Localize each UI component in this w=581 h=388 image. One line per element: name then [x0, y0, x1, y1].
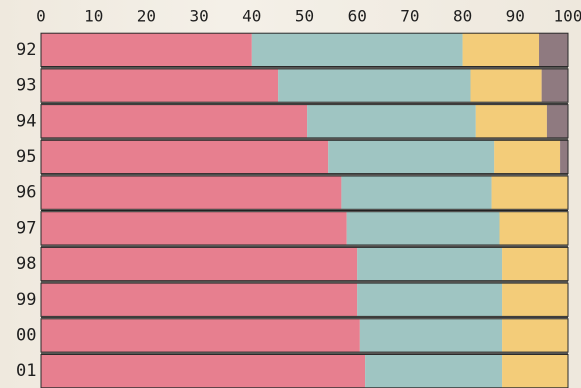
- bar-outline: [40, 211, 569, 246]
- bar-segment: [41, 211, 347, 245]
- y-category-label: 95: [16, 147, 36, 167]
- bar-segment: [560, 140, 568, 174]
- x-axis-tick-labels: 0 10 20 30 40 50 60 70 80 90 100: [36, 7, 581, 26]
- bar-segment: [462, 33, 540, 67]
- bar-segment: [328, 140, 495, 174]
- x-tick-label: 50: [295, 7, 314, 26]
- bar-segment: [359, 318, 503, 353]
- x-tick-label: 40: [242, 7, 261, 26]
- bar-segment: [357, 283, 503, 317]
- y-category-label: 94: [16, 111, 36, 131]
- y-category-label: 01: [16, 361, 36, 381]
- bar-segment: [346, 211, 500, 245]
- bar-segment: [41, 140, 329, 174]
- bar-segment: [41, 104, 308, 138]
- bar-segment: [278, 68, 471, 103]
- bar-outline: [40, 139, 569, 175]
- bar-segment: [502, 283, 568, 317]
- y-category-label: 97: [16, 218, 36, 238]
- y-category-label: 00: [16, 325, 36, 345]
- bars-layer: [40, 32, 569, 388]
- bar-segment: [41, 283, 358, 317]
- bar-segment: [470, 68, 542, 103]
- row-dividers: [41, 67, 568, 354]
- x-tick-label: 60: [348, 7, 367, 26]
- x-tick-label: 0: [36, 7, 46, 26]
- bar-segment: [41, 33, 252, 67]
- y-category-label: 96: [16, 183, 36, 203]
- bar-segment: [491, 176, 568, 210]
- y-axis-category-labels: 92 93 94 95 96 97 98 99 00 01: [16, 40, 36, 381]
- bar-segment: [546, 104, 568, 138]
- bar-segment: [502, 318, 568, 353]
- bar-segment: [341, 176, 492, 210]
- x-tick-label: 70: [400, 7, 419, 26]
- x-tick-label: 90: [506, 7, 525, 26]
- x-tick-label: 20: [137, 7, 156, 26]
- bar-segment: [494, 140, 561, 174]
- bar-segment: [475, 104, 547, 138]
- bar-outline: [40, 246, 569, 282]
- bar-segment: [502, 247, 568, 281]
- bar-segment: [41, 176, 342, 210]
- y-category-label: 93: [16, 76, 36, 96]
- bar-segment: [365, 354, 503, 388]
- bar-segment: [41, 354, 366, 388]
- y-category-label: 99: [16, 290, 36, 310]
- x-tick-label: 100: [554, 7, 581, 26]
- bar-outline: [40, 282, 569, 317]
- y-category-label: 92: [16, 40, 36, 60]
- bar-outline: [40, 175, 569, 210]
- x-tick-label: 10: [84, 7, 103, 26]
- bar-segment: [41, 247, 358, 281]
- bar-segment: [541, 68, 568, 103]
- bar-segment: [539, 33, 568, 67]
- bar-segment: [307, 104, 476, 138]
- bar-segment: [41, 318, 360, 353]
- bar-outline: [40, 104, 569, 139]
- bar-segment: [357, 247, 503, 281]
- x-tick-label: 80: [453, 7, 472, 26]
- bar-segment: [499, 211, 568, 245]
- bar-segment: [41, 68, 279, 103]
- y-category-label: 98: [16, 254, 36, 274]
- x-tick-label: 30: [189, 7, 208, 26]
- bar-segment: [502, 354, 568, 388]
- bar-outline: [40, 32, 569, 67]
- bar-segment: [251, 33, 463, 67]
- bar-outline: [40, 318, 569, 353]
- bar-outline: [40, 68, 569, 103]
